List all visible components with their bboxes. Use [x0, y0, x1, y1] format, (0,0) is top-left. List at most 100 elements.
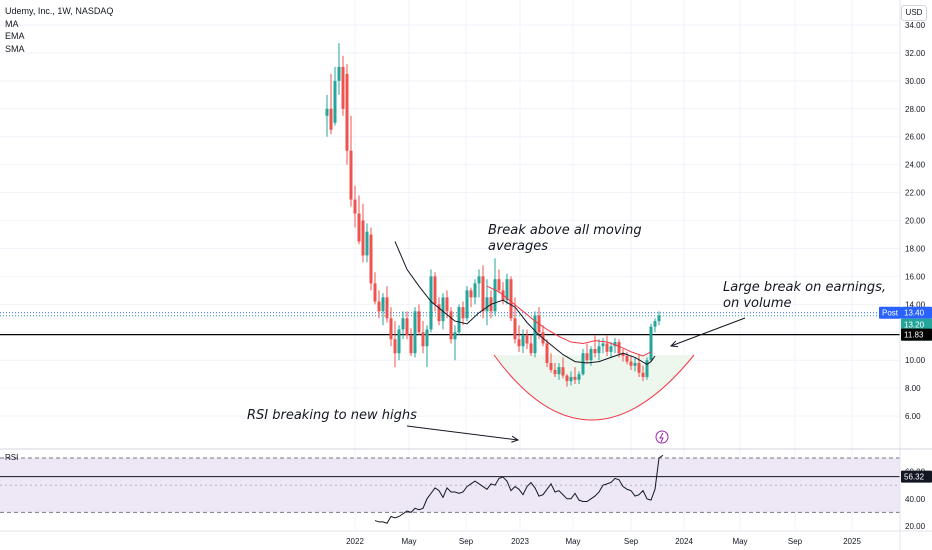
- ticker-title[interactable]: Udemy, Inc., 1W, NASDAQ: [5, 6, 114, 16]
- candle-body: [349, 150, 353, 200]
- candle-body: [453, 332, 457, 340]
- moving-averages: [394, 241, 656, 365]
- candle-body: [521, 335, 525, 347]
- candle-body: [481, 276, 485, 312]
- cup-fill: [494, 355, 694, 420]
- annotation-rsi: RSI breaking to new highs: [247, 408, 417, 423]
- arrow-earnings: [670, 317, 746, 347]
- y-tick-label: 34.00: [905, 21, 926, 30]
- candle-body: [637, 362, 641, 373]
- annotation-earnings: Large break on earnings, on volume: [723, 280, 886, 312]
- candle-body: [329, 108, 333, 130]
- y-tick-label: 18.00: [905, 244, 926, 253]
- candle-body: [373, 283, 377, 302]
- candle-body: [381, 297, 385, 312]
- legend: Udemy, Inc., 1W, NASDAQ MA EMA SMA: [5, 5, 113, 55]
- candle-body: [517, 339, 521, 347]
- candle-body: [653, 321, 657, 327]
- candle-body: [529, 343, 533, 354]
- annotation-earnings-line1: Large break on earnings,: [723, 280, 887, 295]
- post-tag: Post: [882, 309, 899, 318]
- rsi-y-tick-label: 40.00: [905, 495, 926, 504]
- candle-body: [397, 329, 401, 354]
- arrow-earnings-head: [669, 340, 679, 348]
- x-tick-label: Sep: [624, 537, 639, 546]
- candle-body: [353, 199, 357, 214]
- candle-body: [405, 318, 409, 336]
- candle-body: [657, 315, 661, 322]
- candle-body: [621, 353, 625, 357]
- candle-body: [465, 290, 469, 319]
- y-tick-label: 6.00: [905, 412, 921, 421]
- candle-body: [645, 360, 649, 377]
- candle-body: [505, 279, 509, 301]
- indicator-ma[interactable]: MA: [5, 18, 19, 29]
- candle-body: [605, 343, 609, 352]
- candle-body: [389, 318, 393, 340]
- candle-body: [549, 362, 553, 370]
- candle-body: [509, 279, 513, 319]
- candle-body: [577, 374, 581, 380]
- y-tick-label: 26.00: [905, 133, 926, 142]
- candle-body: [649, 326, 653, 361]
- candle-body: [345, 73, 349, 151]
- candle-body: [429, 276, 433, 330]
- y-tick-label: 30.00: [905, 77, 926, 86]
- x-tick-label: Sep: [459, 537, 474, 546]
- earnings-event-icon: [655, 430, 669, 444]
- candle-body: [337, 66, 341, 81]
- post-price-label: 13.40: [904, 309, 925, 318]
- support-level-label: 11.83: [904, 331, 924, 340]
- y-tick-label: 10.00: [905, 356, 926, 365]
- candle-body: [469, 290, 473, 298]
- candle-body: [341, 66, 345, 109]
- candle-body: [457, 307, 461, 333]
- candle-body: [589, 349, 593, 361]
- candle-body: [437, 304, 441, 322]
- currency-button[interactable]: USD: [901, 5, 927, 21]
- candle-body: [377, 301, 381, 312]
- x-tick-label: 2025: [843, 537, 861, 546]
- candle-body: [409, 335, 413, 354]
- indicator-sma[interactable]: SMA: [5, 43, 25, 54]
- arrow-rsi: [406, 425, 519, 441]
- rsi-y-tick-label: 20.00: [905, 522, 926, 531]
- candle-body: [461, 307, 465, 319]
- candle-body: [417, 311, 421, 333]
- annotation-break-ma-line1: Break above all moving: [488, 223, 642, 238]
- candle-body: [633, 362, 637, 366]
- rsi-pane-title[interactable]: RSI: [5, 453, 19, 462]
- x-tick-label: Sep: [788, 537, 803, 546]
- candle-body: [365, 231, 369, 256]
- candle-body: [545, 343, 549, 363]
- ma-line: [394, 241, 656, 365]
- annotation-earnings-line2: on volume: [723, 296, 792, 311]
- annotation-break-ma-line2: averages: [488, 239, 548, 254]
- rsi-value-label-bg: [901, 470, 932, 483]
- candle-body: [325, 108, 329, 116]
- x-tick-label: 2024: [675, 537, 693, 546]
- x-tick-label: May: [565, 537, 580, 546]
- ema-line: [486, 285, 652, 357]
- candle-body: [445, 297, 449, 312]
- candle-body: [493, 279, 497, 312]
- last-price-label: 13.20: [904, 321, 925, 330]
- candle-body: [333, 80, 337, 123]
- candle-body: [513, 318, 517, 340]
- candle-body: [573, 376, 577, 380]
- candle-body: [393, 339, 397, 354]
- y-tick-label: 20.00: [905, 217, 926, 226]
- indicator-ema[interactable]: EMA: [5, 31, 25, 41]
- candle-body: [613, 342, 617, 347]
- candle-body: [361, 220, 365, 256]
- candle-body: [581, 353, 585, 375]
- x-tick-label: May: [401, 537, 416, 546]
- candle-body: [473, 283, 477, 298]
- candle-body: [441, 297, 445, 322]
- y-tick-label: 16.00: [905, 272, 926, 281]
- candle-body: [497, 279, 501, 291]
- x-tick-label: May: [732, 537, 747, 546]
- grid: [0, 0, 900, 530]
- candle-body: [533, 315, 537, 354]
